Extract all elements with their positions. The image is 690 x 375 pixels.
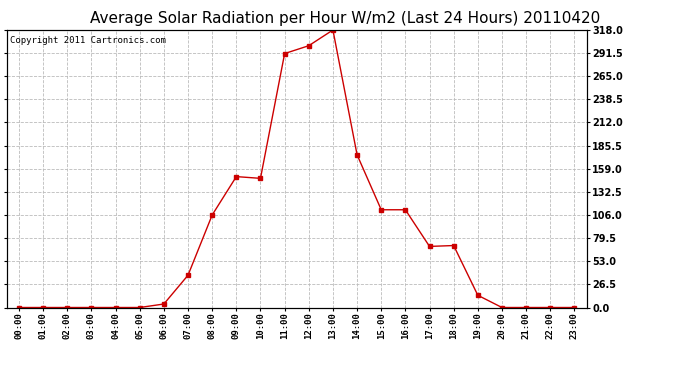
Text: Copyright 2011 Cartronics.com: Copyright 2011 Cartronics.com: [10, 36, 166, 45]
Text: Average Solar Radiation per Hour W/m2 (Last 24 Hours) 20110420: Average Solar Radiation per Hour W/m2 (L…: [90, 11, 600, 26]
